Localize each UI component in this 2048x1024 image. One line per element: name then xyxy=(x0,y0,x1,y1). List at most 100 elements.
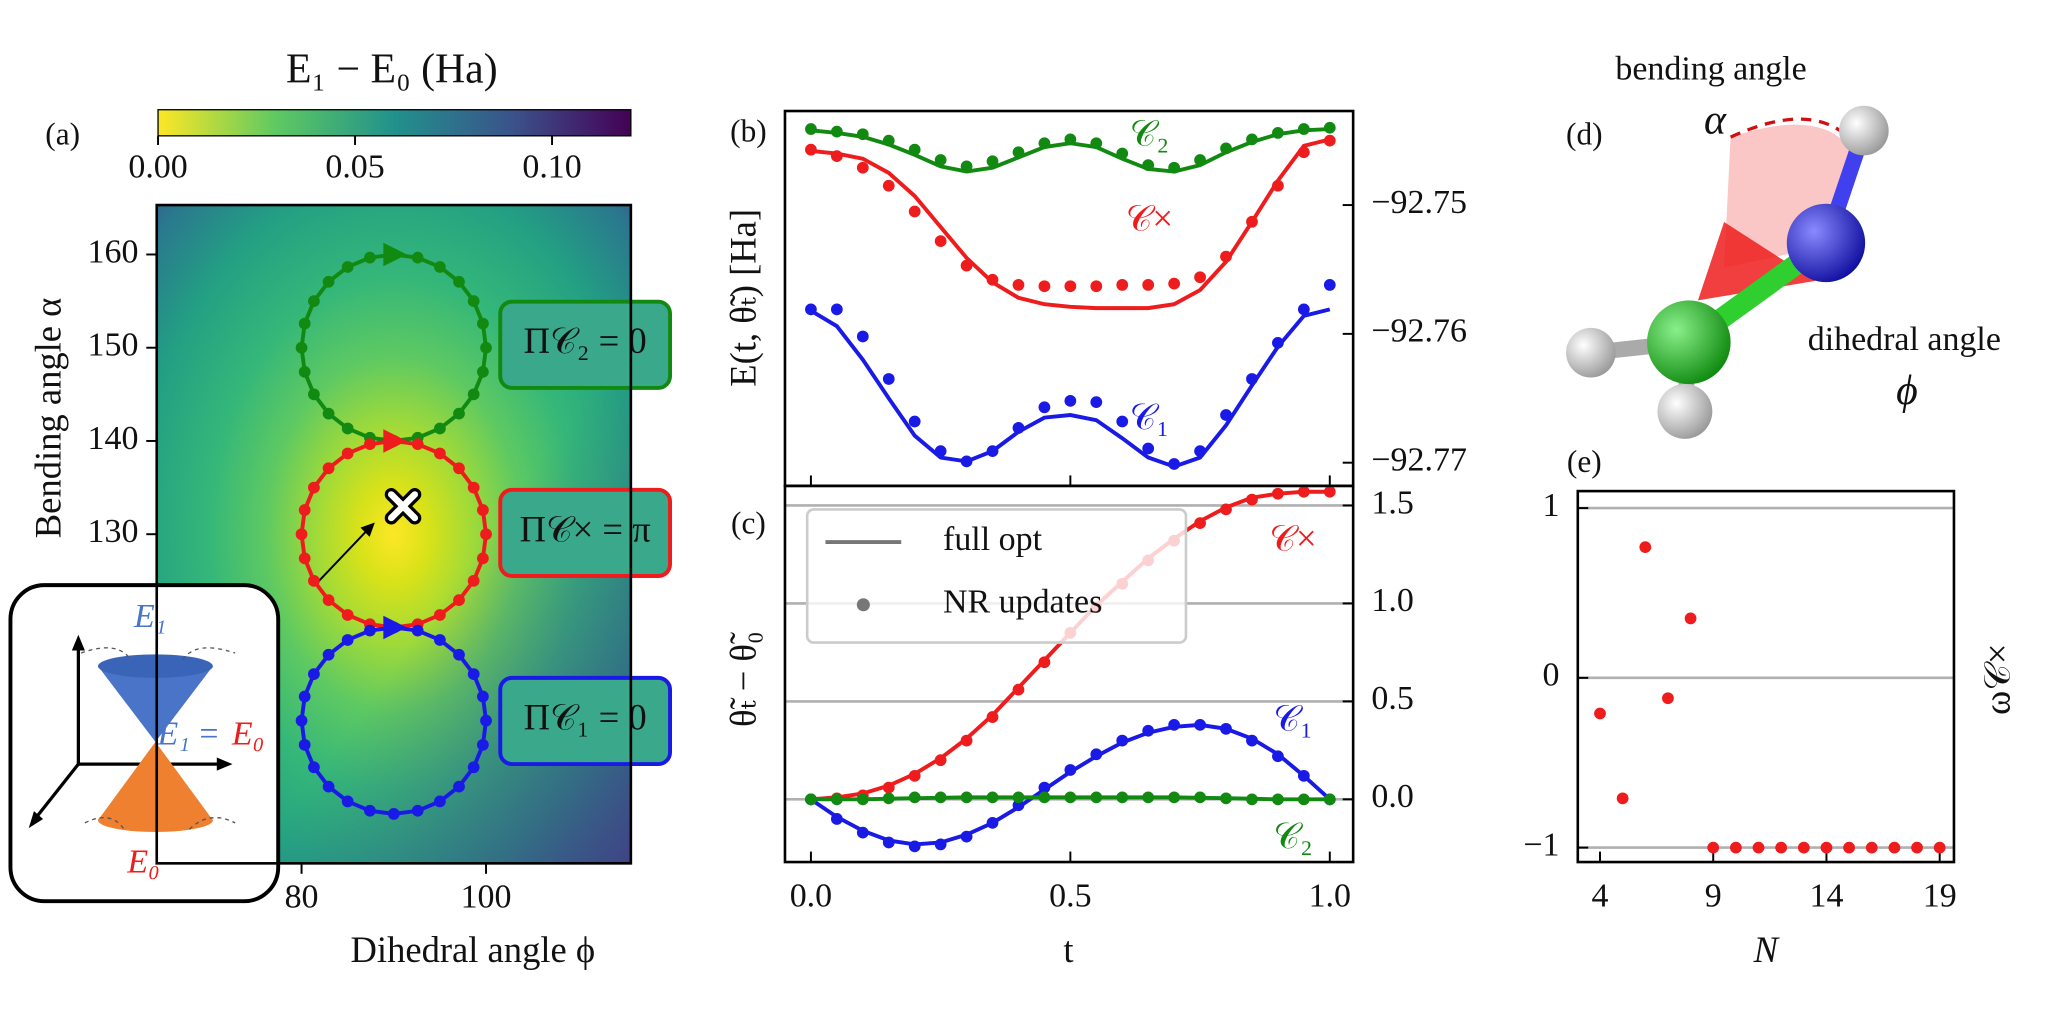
nr-point xyxy=(805,143,817,156)
loop-point xyxy=(298,738,311,751)
loop-point xyxy=(298,690,311,703)
axes-frame xyxy=(783,109,1355,488)
nr-point xyxy=(1297,769,1310,782)
loop-point xyxy=(341,447,354,460)
loop-point xyxy=(467,481,480,494)
nr-point xyxy=(1064,764,1077,776)
point xyxy=(1797,841,1810,854)
nr-point xyxy=(1246,734,1258,747)
nr-point xyxy=(1064,791,1077,804)
point xyxy=(1911,841,1923,854)
nr-point xyxy=(1297,793,1310,806)
loop-point xyxy=(480,528,492,541)
x-tick-label: 9 xyxy=(1705,877,1722,914)
x-tick-label: 14 xyxy=(1809,877,1843,914)
nr-point xyxy=(830,150,843,162)
nr-point xyxy=(1090,396,1103,409)
x-axis-label: t xyxy=(1063,929,1073,970)
curve-label: 𝒞₂ xyxy=(1130,113,1169,154)
loop-point xyxy=(308,295,320,307)
loop-point xyxy=(295,714,308,727)
y-tick-label: −92.75 xyxy=(1371,184,1467,221)
x-tick-label: 4 xyxy=(1592,877,1609,914)
nr-point xyxy=(882,373,895,385)
nr-point xyxy=(830,303,843,316)
loop-point xyxy=(477,504,489,516)
curve xyxy=(809,307,1331,469)
nr-point xyxy=(1012,422,1025,434)
loop-point xyxy=(453,275,465,288)
loop-point xyxy=(467,388,480,401)
legend-label: NR updates xyxy=(943,584,1102,621)
colorbar-tick-label: 0.10 xyxy=(522,149,581,186)
loop-point xyxy=(453,594,465,607)
point xyxy=(1707,841,1720,854)
x-axis-label: Dihedral angle ϕ xyxy=(351,929,596,970)
loop-point xyxy=(308,388,320,401)
loop-point xyxy=(308,761,320,774)
label-box-text: Π𝒞₂ = 0 xyxy=(524,320,647,361)
x-tick-label: 0.0 xyxy=(790,877,832,914)
loop-point xyxy=(387,808,400,820)
nr-point xyxy=(1038,791,1051,804)
atom-h xyxy=(1839,105,1889,156)
point xyxy=(1865,841,1878,854)
loop-point xyxy=(434,422,446,435)
nr-point xyxy=(1038,401,1051,414)
loop-point xyxy=(364,251,376,264)
label-box-text: Π𝒞₁ = 0 xyxy=(524,696,647,737)
point xyxy=(1639,541,1652,554)
intersection-marker xyxy=(387,491,419,522)
loop-point xyxy=(308,668,320,680)
atom-h xyxy=(1566,327,1616,378)
x-axis-label: N xyxy=(1753,929,1781,970)
loop-point xyxy=(467,761,480,774)
legend-frame xyxy=(805,508,1188,644)
colorbar-label: E₁ − E₀ (Ha) xyxy=(286,47,498,93)
loop-point xyxy=(298,504,311,516)
nr-point xyxy=(1038,656,1051,669)
loop-point xyxy=(453,407,465,420)
nr-point xyxy=(1090,791,1103,804)
direction-arrow xyxy=(383,242,407,267)
nr-point xyxy=(960,259,973,272)
nr-point xyxy=(1272,750,1284,763)
nr-point xyxy=(1012,146,1025,159)
nr-point xyxy=(1323,793,1336,806)
nr-point xyxy=(908,415,921,428)
nr-point xyxy=(1220,250,1232,263)
y-axis-label: θ̃ₜ − θ̃₀ xyxy=(722,631,763,727)
nr-point xyxy=(934,154,947,166)
axes-frame xyxy=(783,484,1355,864)
x-tick-label: 100 xyxy=(461,879,512,916)
loop-point xyxy=(364,624,376,637)
loop-point xyxy=(411,804,424,817)
point xyxy=(1594,707,1606,720)
nr-point xyxy=(1090,137,1103,150)
nr-point xyxy=(1246,373,1258,385)
nr-point xyxy=(1272,793,1284,806)
nr-point xyxy=(1194,719,1206,731)
y-tick-label: 130 xyxy=(88,513,139,550)
label-box xyxy=(498,299,672,390)
nr-point xyxy=(1038,280,1051,293)
nr-point xyxy=(1297,123,1310,135)
loop-point xyxy=(467,574,480,587)
nr-point xyxy=(856,826,869,839)
y-tick-label: 0.0 xyxy=(1371,778,1413,815)
loop-point xyxy=(434,795,446,808)
inset-label: E₀ xyxy=(126,843,160,880)
nr-point xyxy=(986,155,999,168)
atom-h xyxy=(1657,384,1713,439)
label-box xyxy=(498,675,672,767)
x-tick-label: 80 xyxy=(285,879,319,916)
loop-point xyxy=(295,528,308,541)
point xyxy=(1729,841,1742,854)
y-tick-label: 140 xyxy=(88,420,139,457)
nr-point xyxy=(856,793,869,806)
loop-point xyxy=(453,780,465,793)
nr-point xyxy=(908,205,921,218)
nr-point xyxy=(1194,517,1206,529)
inset-label: = xyxy=(199,715,218,752)
arrow-head xyxy=(216,757,233,771)
